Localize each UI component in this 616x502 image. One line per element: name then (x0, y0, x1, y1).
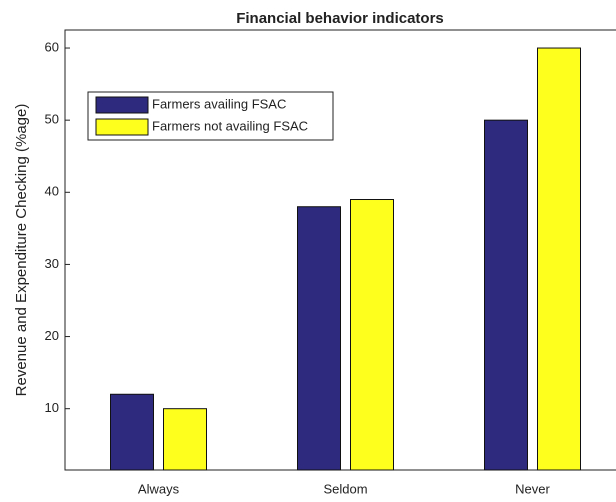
plot-frame (64, 29, 616, 471)
bar (297, 206, 341, 471)
bar (537, 47, 581, 471)
legend-label: Farmers not availing FSAC (152, 118, 308, 133)
bar (163, 408, 207, 471)
bar (110, 393, 154, 471)
legend-label: Farmers availing FSAC (152, 96, 286, 111)
bar (350, 199, 394, 471)
y-tick-label: 50 (45, 112, 59, 127)
y-tick-label: 60 (45, 39, 59, 54)
y-tick-label: 30 (45, 256, 59, 271)
y-tick-label: 20 (45, 328, 59, 343)
chart-title: Financial behavior indicators (236, 10, 444, 27)
x-tick-label: Never (515, 481, 550, 496)
bar (484, 119, 528, 471)
y-axis-label: Revenue and Expenditure Checking (%age) (13, 104, 30, 397)
y-tick-label: 10 (45, 400, 59, 415)
y-tick-label: 40 (45, 184, 59, 199)
x-tick-label: Always (138, 481, 180, 496)
x-tick-label: Seldom (323, 481, 367, 496)
legend-swatch (95, 118, 149, 136)
legend-swatch (95, 96, 149, 114)
